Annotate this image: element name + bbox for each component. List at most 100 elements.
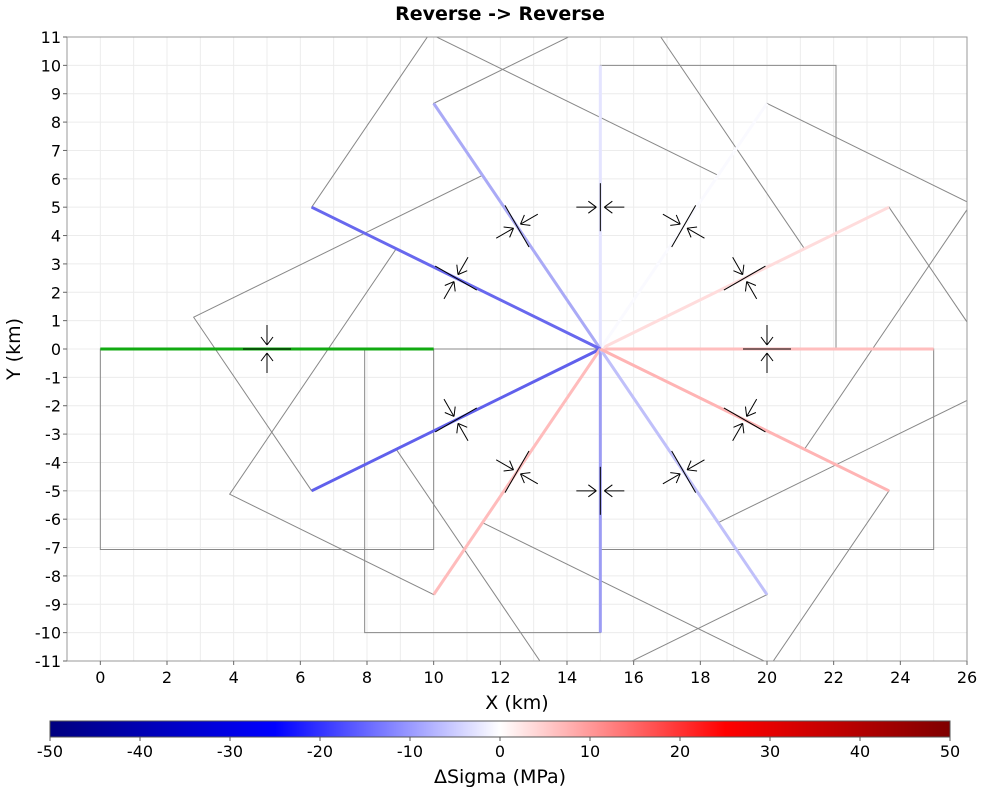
colorbar-tick-label: 0 (495, 742, 505, 761)
glyph-strike-line (723, 407, 766, 433)
x-axis-title: X (km) (485, 692, 548, 714)
glyph-arrow-shaft (686, 227, 705, 239)
colorbar-tick-label: -30 (217, 742, 243, 761)
colorbar-ticks: -50 -40 -30 -20 -10 0 10 20 30 40 50 (37, 737, 960, 761)
x-tick-label: 24 (890, 668, 910, 687)
y-tick-label: 5 (51, 198, 61, 217)
glyph-arrow-head (588, 206, 597, 214)
glyph-arrow-head (742, 264, 745, 275)
glyph-arrow-head (453, 406, 456, 417)
colorbar-title: ΔSigma (MPa) (434, 766, 566, 788)
y-tick-label: -6 (45, 510, 61, 529)
glyph-arrow-head (457, 422, 468, 428)
glyph-arrow-head (456, 423, 459, 434)
x-tick-label: 18 (690, 668, 710, 687)
glyph-arrow-head (520, 472, 531, 475)
glyph-arrow-head (746, 281, 757, 286)
y-tick-label: 0 (51, 340, 61, 359)
y-tick-label: 11 (41, 28, 61, 47)
stress-glyph (743, 325, 791, 373)
x-tick-label: 2 (162, 668, 172, 687)
glyph-arrow-head (503, 226, 514, 229)
glyph-arrow-head (766, 336, 774, 346)
x-tick-label: 26 (957, 668, 977, 687)
stress-glyph (243, 325, 291, 373)
glyph-arrow-head (746, 412, 757, 417)
glyph-arrow-shaft (686, 459, 705, 471)
glyph-arrow-head (670, 223, 681, 226)
glyph-arrow-head (520, 214, 525, 225)
y-tick-label: 1 (51, 312, 61, 331)
chart-title: Reverse -> Reverse (395, 3, 605, 25)
x-tick-label: 4 (229, 668, 239, 687)
stress-glyph (662, 450, 705, 493)
glyph-arrow-head (686, 460, 692, 471)
x-axis-ticks: 0 2 4 6 8 10 12 14 16 18 20 22 24 26 (95, 661, 977, 687)
glyph-arrow-head (733, 270, 743, 276)
glyph-arrow-head (742, 423, 745, 434)
stress-glyph (576, 183, 625, 232)
x-tick-label: 12 (490, 668, 510, 687)
stress-glyph (662, 205, 705, 248)
stress-glyph (434, 257, 478, 300)
glyph-arrow-head (260, 336, 268, 346)
glyph-arrow-shaft (520, 213, 539, 225)
glyph-arrow-head (675, 214, 681, 225)
y-tick-label: -5 (45, 482, 61, 501)
glyph-arrow-head (675, 473, 681, 484)
glyph-arrow-head (453, 281, 456, 292)
stress-glyph (576, 466, 625, 515)
colorbar-tick-label: 10 (580, 742, 600, 761)
x-tick-label: 8 (362, 668, 372, 687)
colorbar (49, 720, 951, 738)
colorbar-tick-label: 40 (850, 742, 870, 761)
glyph-strike-line (504, 205, 530, 248)
glyph-arrow-shaft (746, 398, 758, 417)
glyph-arrow-head (744, 406, 748, 417)
y-tick-label: -4 (45, 453, 61, 472)
glyph-strike-line (434, 265, 478, 291)
glyph-strike-line (723, 265, 766, 291)
y-tick-label: -8 (45, 567, 61, 586)
glyph-arrow-shaft (443, 398, 455, 417)
y-axis-title: Y (km) (3, 318, 25, 381)
glyph-arrow-head (266, 352, 274, 362)
y-tick-label: 7 (51, 141, 61, 160)
colorbar-tick-label: -40 (127, 742, 153, 761)
glyph-arrow-shaft (457, 423, 469, 441)
glyph-arrow-head (444, 412, 455, 417)
glyph-arrow-head (604, 200, 613, 208)
glyph-arrow-head (733, 422, 743, 428)
y-tick-label: 2 (51, 283, 61, 302)
x-tick-label: 20 (757, 668, 777, 687)
y-tick-label: 6 (51, 170, 61, 189)
y-tick-label: -11 (35, 652, 61, 671)
glyph-arrow-head (520, 473, 525, 484)
stress-glyph (495, 205, 539, 248)
x-tick-label: 16 (623, 668, 643, 687)
glyph-arrow-head (456, 264, 459, 275)
colorbar-tick-label: -10 (397, 742, 423, 761)
x-tick-label: 0 (95, 668, 105, 687)
glyph-arrow-head (687, 226, 698, 229)
glyph-arrow-head (509, 227, 514, 238)
stress-glyph (723, 257, 766, 300)
glyph-arrow-head (260, 352, 268, 362)
glyph-arrow-shaft (495, 227, 514, 239)
glyph-arrow-head (760, 336, 768, 346)
colorbar-tick-label: 50 (940, 742, 960, 761)
y-tick-label: 4 (51, 227, 61, 246)
glyph-arrow-head (604, 490, 613, 498)
y-tick-label: -2 (45, 397, 61, 416)
stress-glyph (495, 450, 539, 493)
x-tick-label: 6 (295, 668, 305, 687)
colorbar-tick-label: 30 (760, 742, 780, 761)
colorbar-tick-label: -20 (307, 742, 333, 761)
glyph-arrow-shaft (662, 473, 681, 485)
glyph-arrow-head (766, 352, 774, 362)
y-tick-label: -7 (45, 539, 61, 558)
glyph-arrow-shaft (732, 423, 744, 441)
glyph-arrow-head (588, 200, 597, 208)
glyph-arrow-head (687, 469, 698, 472)
